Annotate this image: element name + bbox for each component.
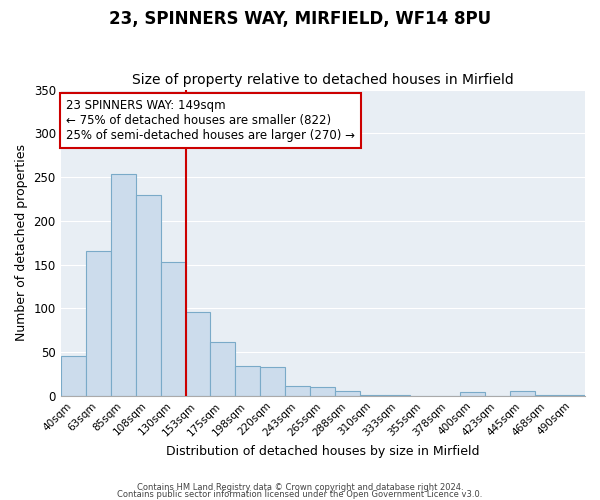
X-axis label: Distribution of detached houses by size in Mirfield: Distribution of detached houses by size …: [166, 444, 479, 458]
Bar: [560, 395, 585, 396]
Bar: [86, 252, 110, 396]
Bar: [310, 387, 335, 396]
Bar: [510, 392, 535, 396]
Bar: [136, 196, 161, 396]
Bar: [260, 367, 286, 396]
Bar: [185, 312, 211, 396]
Text: 23, SPINNERS WAY, MIRFIELD, WF14 8PU: 23, SPINNERS WAY, MIRFIELD, WF14 8PU: [109, 10, 491, 28]
Y-axis label: Number of detached properties: Number of detached properties: [15, 144, 28, 341]
Bar: [385, 395, 410, 396]
Bar: [286, 386, 310, 396]
Title: Size of property relative to detached houses in Mirfield: Size of property relative to detached ho…: [132, 73, 514, 87]
Text: Contains public sector information licensed under the Open Government Licence v3: Contains public sector information licen…: [118, 490, 482, 499]
Bar: [61, 356, 86, 396]
Bar: [211, 342, 235, 396]
Bar: [235, 366, 260, 396]
Text: Contains HM Land Registry data © Crown copyright and database right 2024.: Contains HM Land Registry data © Crown c…: [137, 484, 463, 492]
Bar: [360, 395, 385, 396]
Bar: [161, 262, 185, 396]
Bar: [110, 174, 136, 396]
Bar: [335, 392, 360, 396]
Text: 23 SPINNERS WAY: 149sqm
← 75% of detached houses are smaller (822)
25% of semi-d: 23 SPINNERS WAY: 149sqm ← 75% of detache…: [66, 98, 355, 142]
Bar: [460, 392, 485, 396]
Bar: [535, 395, 560, 396]
